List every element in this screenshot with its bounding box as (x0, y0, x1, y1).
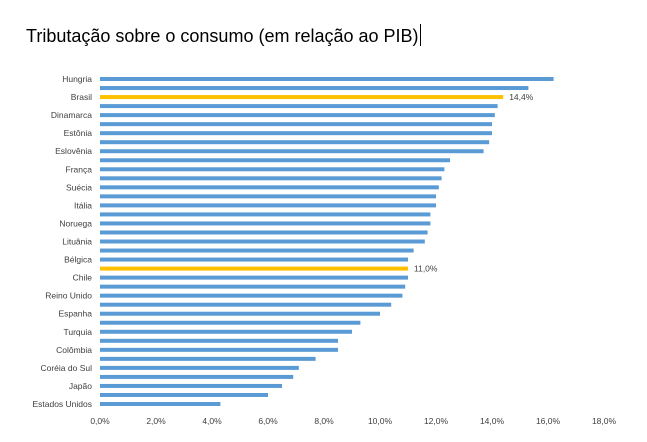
bar-29 (100, 338, 338, 343)
x-tick-label: 14,0% (480, 416, 505, 426)
data-label: 11,0% (414, 264, 438, 274)
bar-11 (100, 176, 442, 181)
x-tick-label: 4,0% (202, 416, 222, 426)
bar-15 (100, 212, 431, 217)
category-label: Noruega (59, 218, 92, 228)
bar-34 (100, 383, 282, 388)
chart-title: Tributação sobre o consumo (em relação a… (26, 24, 421, 47)
x-tick-label: 2,0% (146, 416, 166, 426)
text-cursor (419, 24, 421, 46)
category-label: Coréia do Sul (40, 363, 92, 373)
bar-26 (100, 311, 380, 316)
category-label: Espanha (58, 309, 92, 319)
bar-0 (100, 77, 554, 81)
bar-12 (100, 185, 439, 190)
category-label: Dinamarca (51, 110, 92, 120)
category-label: Estados Unidos (32, 399, 92, 409)
bars-group (100, 77, 554, 406)
bar-27 (100, 320, 361, 325)
bar-21 (100, 266, 408, 271)
data-labels: 14,4% 11,0% (414, 92, 534, 274)
category-label: Japão (69, 381, 92, 391)
x-tick-label: 16,0% (536, 416, 561, 426)
category-label: Eslovênia (55, 146, 92, 156)
data-label: 14,4% (509, 92, 534, 102)
x-tick-label: 6,0% (258, 416, 278, 426)
bar-1 (100, 86, 529, 91)
x-tick-label: 10,0% (368, 416, 393, 426)
x-tick-label: 18,0% (592, 416, 617, 426)
category-label: Bélgica (64, 255, 92, 265)
bar-35 (100, 392, 268, 397)
chart-title-text: Tributação sobre o consumo (em relação a… (26, 26, 419, 46)
bar-5 (100, 122, 492, 127)
bar-3 (100, 104, 498, 109)
category-label: França (66, 164, 93, 174)
bar-24 (100, 293, 403, 298)
category-label: Suécia (66, 182, 92, 192)
bar-23 (100, 284, 406, 289)
bar-16 (100, 221, 431, 226)
bar-19 (100, 248, 414, 253)
category-label: Lituânia (62, 237, 92, 247)
x-tick-label: 0,0% (90, 416, 110, 426)
bar-31 (100, 356, 316, 361)
bar-17 (100, 230, 428, 235)
bar-28 (100, 329, 352, 334)
bar-32 (100, 365, 299, 370)
category-labels: Hungria Brasil Dinamarca Estônia Eslovênia Fr… (32, 74, 92, 409)
category-label: Chile (73, 273, 93, 283)
bar-33 (100, 374, 294, 379)
category-label: Colômbia (56, 345, 92, 355)
category-label: Turquia (63, 327, 92, 337)
bar-10 (100, 167, 445, 172)
x-tick-label: 8,0% (314, 416, 334, 426)
bar-13 (100, 194, 436, 199)
bar-25 (100, 302, 392, 307)
category-label: Hungria (62, 74, 92, 84)
bar-22 (100, 275, 408, 280)
category-label: Estônia (64, 128, 93, 138)
bar-9 (100, 158, 450, 163)
bar-8 (100, 149, 484, 154)
bar-18 (100, 239, 425, 244)
x-tick-label: 12,0% (424, 416, 449, 426)
bar-20 (100, 257, 408, 262)
bar-6 (100, 131, 492, 136)
x-axis-ticks: 0,0% 2,0% 4,0% 6,0% 8,0% 10,0% 12,0% 14,0% 16,0%… (90, 416, 616, 426)
category-label: Itália (74, 200, 92, 210)
bar-30 (100, 347, 338, 352)
bar-14 (100, 203, 436, 208)
bar-4 (100, 113, 495, 118)
category-label: Reino Unido (45, 291, 92, 301)
bar-7 (100, 140, 490, 145)
bar-2 (100, 95, 504, 100)
category-label: Brasil (71, 92, 92, 102)
bar-36 (100, 402, 221, 406)
